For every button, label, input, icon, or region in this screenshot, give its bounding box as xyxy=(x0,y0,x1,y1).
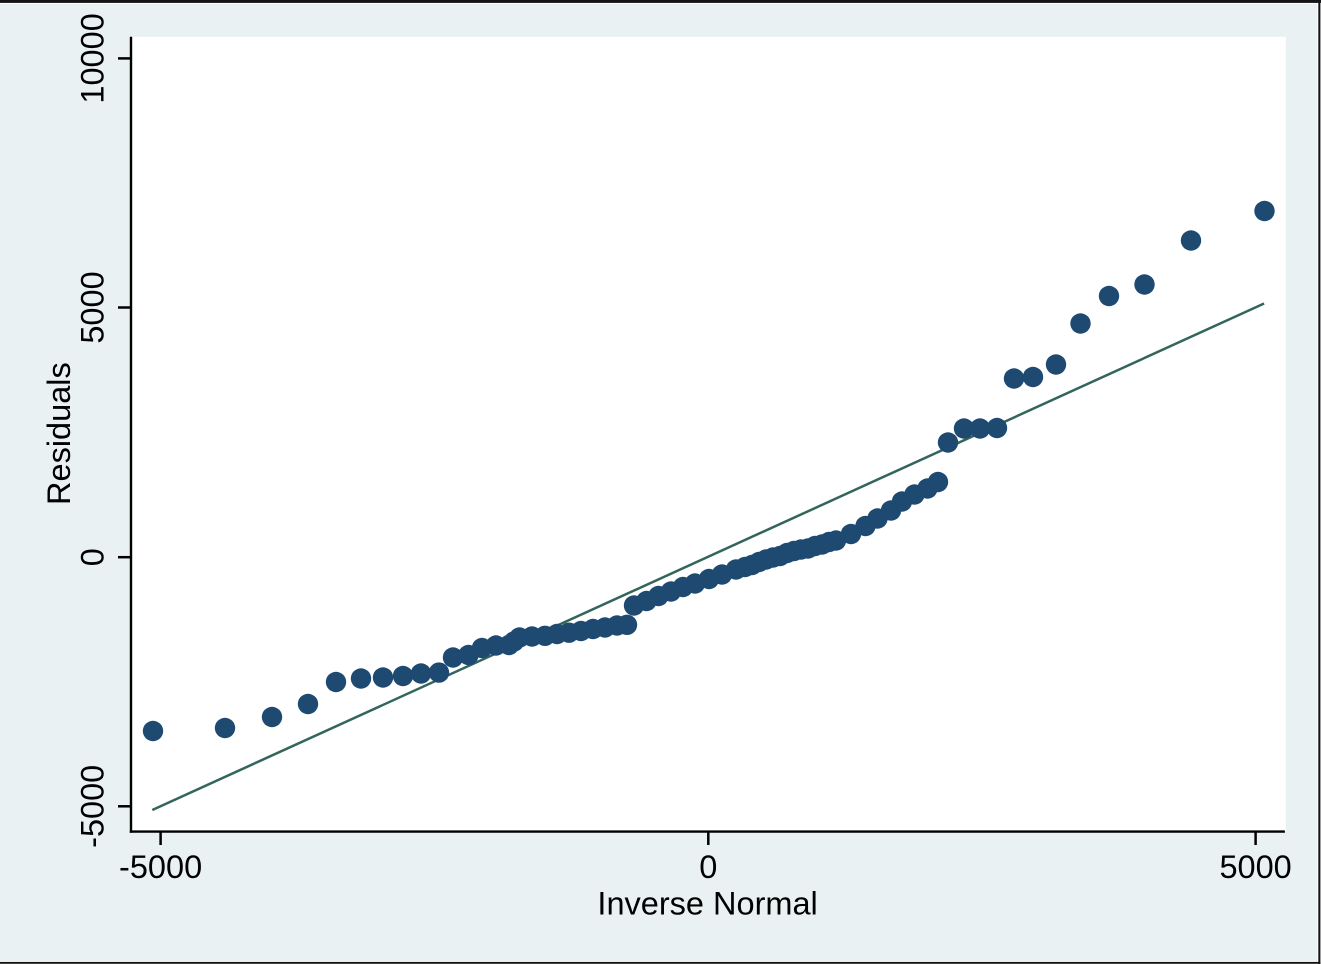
svg-text:Residuals: Residuals xyxy=(41,362,77,505)
svg-text:5000: 5000 xyxy=(1219,849,1291,885)
svg-text:-5000: -5000 xyxy=(119,849,202,885)
svg-text:0: 0 xyxy=(75,548,111,566)
svg-text:Inverse Normal: Inverse Normal xyxy=(597,886,817,922)
svg-text:0: 0 xyxy=(699,849,717,885)
svg-text:-5000: -5000 xyxy=(75,765,111,848)
svg-text:5000: 5000 xyxy=(75,271,111,343)
svg-text:10000: 10000 xyxy=(75,13,111,103)
